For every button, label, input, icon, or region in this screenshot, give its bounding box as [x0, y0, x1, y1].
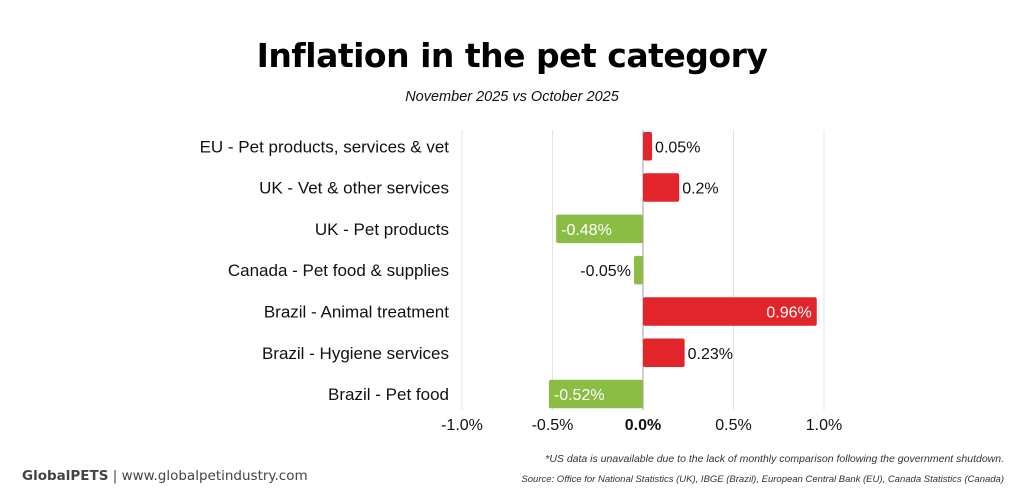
category-label: Brazil - Hygiene services	[262, 344, 449, 363]
category-label: UK - Vet & other services	[259, 179, 449, 198]
category-label: Brazil - Pet food	[328, 385, 449, 404]
bar	[643, 173, 680, 202]
category-label: Brazil - Animal treatment	[264, 302, 449, 321]
chart-subtitle: November 2025 vs October 2025	[405, 89, 619, 105]
data-label: 0.2%	[682, 181, 718, 198]
chart-title: Inflation in the pet category	[256, 36, 768, 75]
source-note: Source: Office for National Statistics (…	[521, 474, 1004, 485]
x-axis-tick-labels: -1.0% -0.5% 0.0% 0.5% 1.0%	[441, 417, 842, 434]
x-tick-label: -0.5%	[532, 417, 574, 434]
x-tick-label: 0.5%	[715, 417, 751, 434]
bars	[548, 132, 817, 409]
data-label: -0.05%	[580, 263, 631, 280]
data-label: 0.96%	[766, 304, 811, 321]
bar	[556, 214, 643, 244]
x-tick-label: 1.0%	[806, 417, 842, 434]
x-tick-label: 0.0%	[625, 417, 661, 434]
x-tick-label: -1.0%	[441, 417, 483, 434]
footnote: *US data is unavailable due to the lack …	[545, 453, 1004, 465]
bar	[548, 379, 643, 409]
bar	[643, 297, 817, 326]
brand-url: www.globalpetindustry.com	[121, 468, 308, 484]
data-label: 0.05%	[655, 139, 700, 156]
bar	[643, 338, 685, 367]
category-labels: EU - Pet products, services & vet UK - Ve…	[200, 137, 450, 404]
brand-name: GlobalPETS	[22, 468, 109, 484]
bar	[633, 255, 643, 285]
footer-brand: GlobalPETS | www.globalpetindustry.com	[22, 468, 308, 484]
data-label: 0.23%	[688, 346, 733, 363]
value-labels: 0.05% 0.2% -0.48% -0.05% 0.96% 0.23% -0.52%	[554, 139, 812, 404]
data-label: -0.52%	[554, 387, 605, 404]
data-label: -0.48%	[561, 222, 612, 239]
category-label: UK - Pet products	[315, 220, 449, 239]
category-label: EU - Pet products, services & vet	[200, 137, 450, 156]
category-label: Canada - Pet food & supplies	[228, 261, 449, 280]
brand-separator: |	[112, 468, 118, 484]
bar	[643, 132, 653, 161]
